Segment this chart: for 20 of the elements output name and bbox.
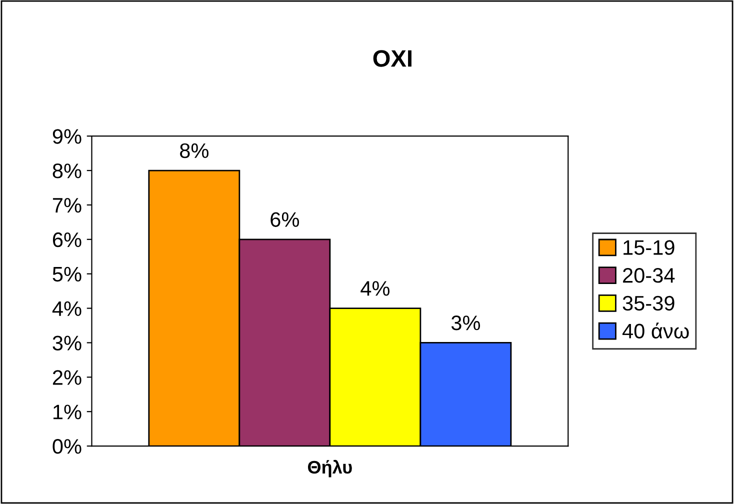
legend-label: 20-34 (623, 268, 675, 283)
legend-label: 15-19 (624, 240, 674, 255)
legend-label: 35-39 (622, 296, 674, 311)
y-tick-label: 1% (54, 404, 82, 420)
y-tick-label: 3% (52, 336, 82, 350)
data-label: 3% (451, 316, 480, 330)
data-label: 4% (360, 281, 390, 296)
y-tick-label: 7% (52, 198, 82, 213)
y-tick-label: 5% (52, 266, 82, 282)
legend-label: 40 άνω (622, 322, 689, 339)
y-tick-label: 4% (52, 301, 82, 316)
y-tick-label: 2% (52, 370, 82, 385)
y-tick-label: 9% (52, 129, 82, 144)
y-tick-label: 8% (52, 164, 82, 178)
y-tick-label: 0% (52, 439, 82, 454)
y-tick-label: 6% (52, 232, 82, 248)
data-label: 6% (270, 212, 299, 227)
x-tick-label: Θήλυ (308, 460, 352, 478)
data-label: 8% (180, 143, 208, 158)
chart-title: OXI (373, 50, 412, 67)
